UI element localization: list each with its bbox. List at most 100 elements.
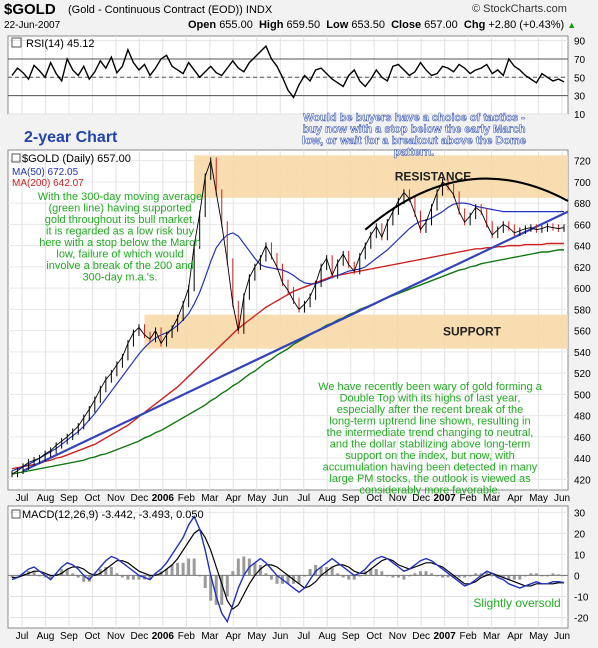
macd-histogram-bar [529, 573, 533, 576]
macd-histogram-bar [49, 575, 53, 580]
macd-histogram-bar [319, 567, 323, 576]
x-tick-label: Aug [37, 493, 55, 504]
dome-pattern-arc [364, 177, 569, 231]
rsi-line [11, 44, 565, 99]
rsi-tick-label: 70 [574, 55, 586, 66]
macd-histogram-bar [131, 575, 135, 580]
macd-histogram-bar [209, 575, 213, 601]
x-tick-label: 2006 [152, 493, 175, 504]
macd-histogram-bar [231, 571, 235, 576]
macd-tick-label: -10 [574, 592, 589, 603]
macd-histogram-bar [402, 575, 406, 580]
ma300-annotation-line: here with a stop below the March [39, 237, 200, 249]
low-value: 653.50 [351, 19, 385, 31]
price-tick-label: 420 [574, 475, 591, 486]
ma50-line [11, 202, 564, 472]
macd-histogram-bar [352, 575, 356, 580]
macd-histogram-bar [60, 569, 64, 576]
macd-histogram-bar [297, 575, 301, 584]
macd-histogram-bar [275, 575, 279, 584]
symbol-subtitle: (Gold - Continuous Contract (EOD)) INDX [68, 4, 273, 16]
x-tick-label: Oct [366, 493, 382, 504]
macd-histogram-bar [71, 573, 75, 576]
macd-histogram-bar [104, 567, 108, 576]
x-tick-label: Nov [389, 631, 407, 642]
x-tick-label: Sep [60, 493, 78, 504]
macd-histogram-bar [391, 575, 395, 578]
price-tick-label: 460 [574, 433, 591, 444]
macd-histogram-bar [225, 575, 229, 597]
price-tick-label: 720 [574, 157, 591, 168]
price-tick-label: 680 [574, 199, 591, 210]
symbol-title: $GOLD [4, 1, 56, 18]
x-tick-label: Apr [226, 631, 242, 642]
tactics-annotation-line: Would be buyers have a choice of tactics… [303, 112, 525, 124]
price-tick-label: 660 [574, 220, 591, 231]
oversold-annotation: Slightly oversold [473, 596, 560, 610]
macd-histogram-bar [496, 575, 500, 578]
price-tick-label: 540 [574, 348, 591, 359]
outlook-annotation: We have recently been wary of gold formi… [318, 381, 542, 497]
macd-histogram-bar [507, 575, 511, 580]
macd-label: MACD(12,26,9) -3.442, -3.493, 0.050 [22, 509, 204, 521]
price-legend-entry: $GOLD (Daily) 657.00 [22, 153, 131, 165]
macd-tick-label: 10 [574, 550, 586, 561]
ma50-legend-entry: MA(50) 672.05 [12, 167, 79, 178]
price-tick-label: 480 [574, 412, 591, 423]
x-tick-label: Jul [16, 631, 29, 642]
x-tick-label: Oct [85, 631, 101, 642]
tactics-annotation-line: low, or wait for a breakout above the Do… [302, 135, 526, 147]
macd-histogram-bar [556, 574, 560, 576]
macd-histogram-bar [82, 575, 86, 582]
macd-histogram-bar [176, 562, 180, 576]
uptrend-line [22, 210, 569, 472]
chg-value: +2.80 (+0.43%) [488, 19, 565, 31]
macd-histogram-bar [187, 558, 191, 576]
price-tick-label: 520 [574, 369, 591, 380]
high-label: High [258, 19, 284, 31]
price-line [11, 160, 565, 475]
macd-histogram-bar [258, 564, 262, 576]
x-tick-label: Jul [297, 631, 310, 642]
x-tick-label: May [529, 493, 548, 504]
macd-histogram-bar [518, 575, 522, 580]
price-legend-swatch [11, 153, 21, 163]
macd-histogram-bar [203, 575, 207, 589]
outlook-annotation-line: especially after the recent break of the [337, 404, 524, 416]
macd-histogram-bar [148, 575, 152, 580]
x-tick-label: Feb [459, 493, 477, 504]
macd-tick-label: 20 [574, 529, 586, 540]
x-tick-label: Dec [412, 493, 430, 504]
macd-histogram-bar [463, 575, 467, 578]
macd-histogram-bar [126, 575, 130, 580]
outlook-annotation-line: and the dollar stabilizing above long-te… [330, 439, 531, 451]
macd-histogram-bar [396, 575, 400, 578]
macd-histogram-bar [534, 573, 538, 576]
macd-histogram-bar [336, 573, 340, 576]
x-tick-label: Apr [507, 631, 523, 642]
ma300-annotation-line: it is regarded as a low risk buy [46, 226, 194, 238]
price-tick-label: 640 [574, 242, 591, 253]
outlook-annotation-line: considerably more favorable. [359, 485, 500, 497]
x-tick-label: Mar [201, 631, 219, 642]
x-tick-label: Nov [107, 631, 125, 642]
macd-histogram-bar [65, 569, 69, 576]
macd-histogram-bar [220, 575, 224, 605]
x-tick-label: May [529, 631, 548, 642]
macd-tick-label: 0 [574, 571, 580, 582]
x-tick-label: May [247, 493, 266, 504]
open-value: 655.00 [219, 19, 253, 31]
x-tick-label: Feb [178, 493, 196, 504]
macd-histogram-bar [501, 575, 505, 578]
x-tick-label: Jun [554, 493, 570, 504]
macd-histogram-bar [214, 575, 218, 605]
ma300-annotation-line: involve a break of the 200 and [46, 260, 193, 272]
rsi-label: RSI(14) 45.12 [26, 38, 94, 50]
price-tick-label: 560 [574, 327, 591, 338]
macd-histogram-bar [32, 571, 36, 576]
macd-histogram-bar [181, 562, 185, 576]
macd-histogram-bar [109, 567, 113, 576]
price-tick-label: 620 [574, 263, 591, 274]
macd-histogram-bar [413, 573, 417, 576]
